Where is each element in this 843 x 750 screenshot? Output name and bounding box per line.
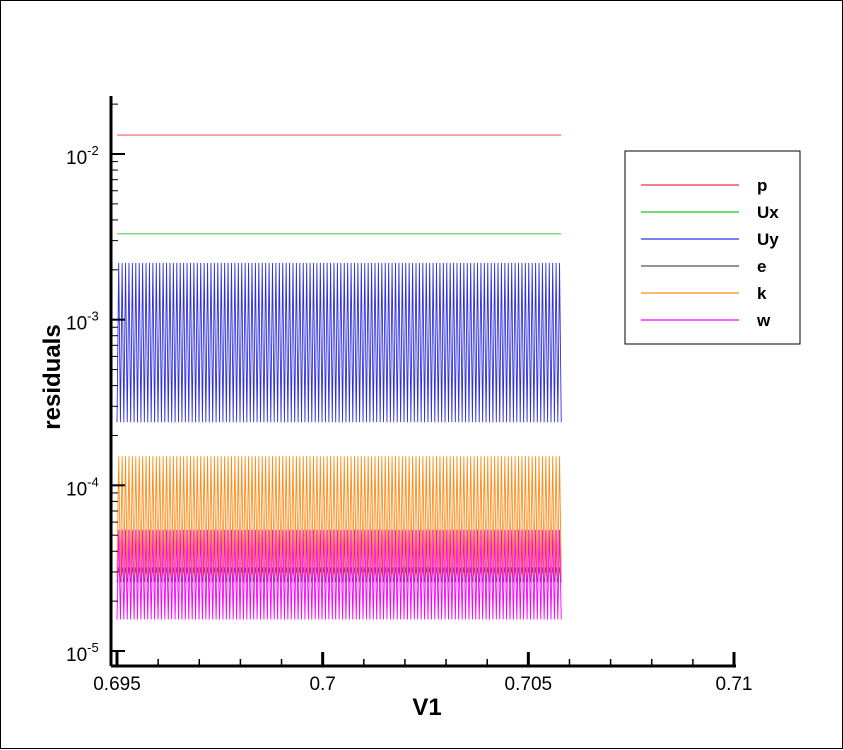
legend: p Ux Uy ekw — [624, 150, 801, 345]
legend-label-e: e — [757, 257, 766, 276]
axes-layer: 0.695 0.7 0.705 0.71 10-5 10-4 10-3 10-2 — [66, 96, 752, 695]
y-tick-label: 10-4 — [66, 474, 99, 500]
series-line-k — [116, 456, 562, 577]
legend-label-k: k — [757, 284, 767, 303]
legend-label-w: w — [756, 311, 771, 330]
y-tick-label: 10-2 — [66, 143, 99, 169]
x-tick-label: 0.7 — [309, 674, 335, 695]
x-tick-label: 0.695 — [93, 674, 141, 695]
x-axis-title: V1 — [412, 694, 441, 721]
x-tick-label: 0.705 — [505, 674, 553, 695]
series-line-uy — [116, 262, 562, 423]
series-line-w — [116, 529, 562, 620]
x-tick-label: 0.71 — [716, 674, 753, 695]
y-tick-label: 10-3 — [66, 309, 99, 335]
legend-label-p: p — [757, 176, 767, 195]
legend-label-ux: Ux — [757, 203, 779, 222]
y-axis-title: residuals — [39, 324, 66, 429]
legend-label-uy: Uy — [757, 230, 779, 249]
y-tick-label: 10-5 — [66, 640, 99, 666]
legend-box — [624, 150, 801, 345]
series-layer — [116, 134, 562, 620]
labels-layer: V1 residuals — [39, 324, 442, 721]
